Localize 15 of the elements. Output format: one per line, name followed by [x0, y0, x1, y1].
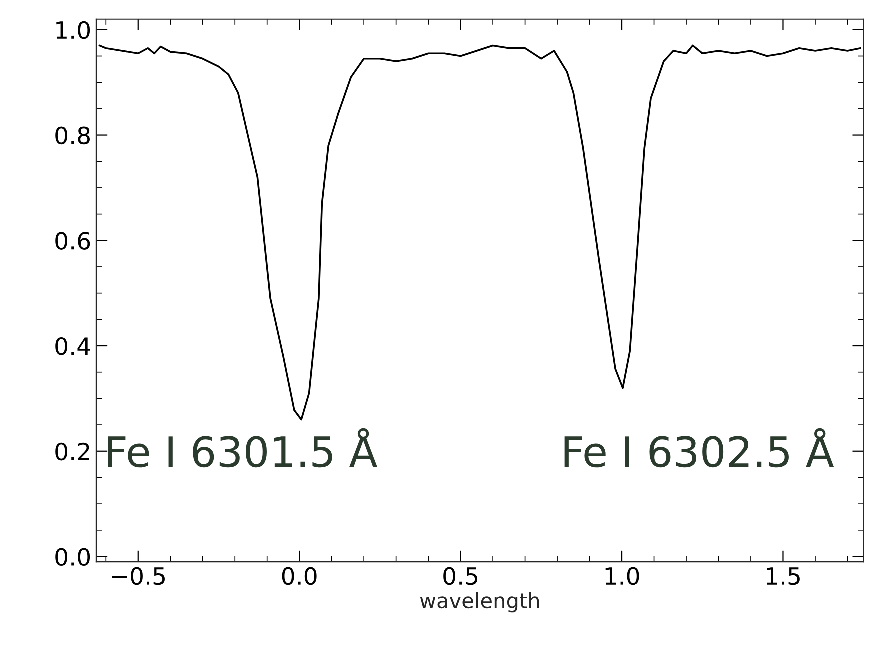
y-tick-label: 0.6	[56, 232, 90, 250]
x-tick-label: 1.5	[767, 568, 800, 586]
annotation: Fe I 6302.5 Å	[564, 428, 834, 468]
x-tick-label: 1.0	[606, 567, 640, 586]
x-tick-label: 0.0	[282, 567, 317, 586]
y-tick-label: 0.8	[56, 126, 90, 145]
x-axis-title: wavelength	[420, 592, 540, 613]
line-series	[98, 44, 862, 421]
y-tick-label: 1.0	[56, 21, 90, 40]
y-tick-label: 0.0	[56, 548, 90, 566]
y-tick-label: 0.2	[56, 442, 90, 461]
x-tick-label: 0.5	[444, 567, 478, 586]
y-tick-label: 0.4	[56, 337, 90, 356]
annotation: Fe I 6301.5 Å	[108, 428, 378, 468]
x-tick-label: −0.5	[112, 567, 165, 586]
